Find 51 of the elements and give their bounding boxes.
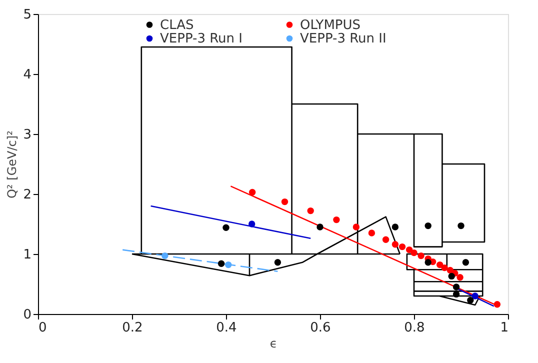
point bbox=[352, 224, 360, 230]
y-tick-label: 4 bbox=[23, 68, 32, 82]
point bbox=[398, 243, 406, 250]
point bbox=[162, 252, 168, 260]
point bbox=[494, 301, 501, 308]
point bbox=[274, 259, 282, 266]
point bbox=[452, 284, 460, 290]
y-tick-label: 2 bbox=[23, 188, 32, 202]
point bbox=[436, 261, 444, 268]
point bbox=[248, 220, 256, 228]
y-axis-title: Q² [GeV/c]² bbox=[5, 130, 20, 198]
point bbox=[392, 241, 399, 248]
legend-label: VEPP-3 Run I bbox=[160, 32, 242, 46]
point bbox=[333, 216, 340, 224]
point bbox=[472, 292, 478, 300]
x-tick-label: 0.6 bbox=[310, 320, 331, 336]
point bbox=[458, 222, 464, 230]
point bbox=[382, 236, 390, 243]
x-tick-label: 1 bbox=[500, 320, 508, 336]
point bbox=[467, 296, 474, 304]
point bbox=[424, 222, 432, 230]
legend-label: CLAS bbox=[160, 18, 194, 33]
point bbox=[368, 230, 376, 236]
point bbox=[406, 246, 413, 254]
x-tick-label: 0 bbox=[38, 320, 47, 336]
x-tick-label: 0.8 bbox=[404, 320, 425, 336]
point bbox=[281, 198, 288, 206]
x-tick-label: 0.4 bbox=[216, 320, 237, 336]
point bbox=[248, 188, 256, 196]
point bbox=[418, 252, 424, 260]
point bbox=[218, 260, 225, 267]
y-tick-label: 3 bbox=[23, 128, 32, 142]
point bbox=[307, 207, 314, 214]
y-tick-label: 1 bbox=[23, 248, 32, 262]
y-tick-label: 0 bbox=[23, 308, 32, 322]
point bbox=[441, 264, 448, 272]
point bbox=[316, 224, 324, 230]
point bbox=[392, 224, 399, 230]
point bbox=[410, 249, 418, 256]
legend-label: VEPP-3 Run II bbox=[300, 32, 386, 46]
legend-label: OLYMPUS bbox=[300, 18, 361, 33]
point bbox=[222, 224, 230, 231]
point bbox=[448, 272, 455, 280]
point bbox=[452, 290, 460, 298]
point bbox=[462, 259, 470, 266]
point bbox=[424, 259, 432, 266]
x-tick-label: 0.2 bbox=[122, 320, 143, 336]
x-axis-title: ϵ bbox=[270, 336, 278, 350]
point bbox=[224, 261, 232, 268]
point bbox=[456, 274, 464, 281]
y-tick-label: 5 bbox=[23, 8, 32, 22]
